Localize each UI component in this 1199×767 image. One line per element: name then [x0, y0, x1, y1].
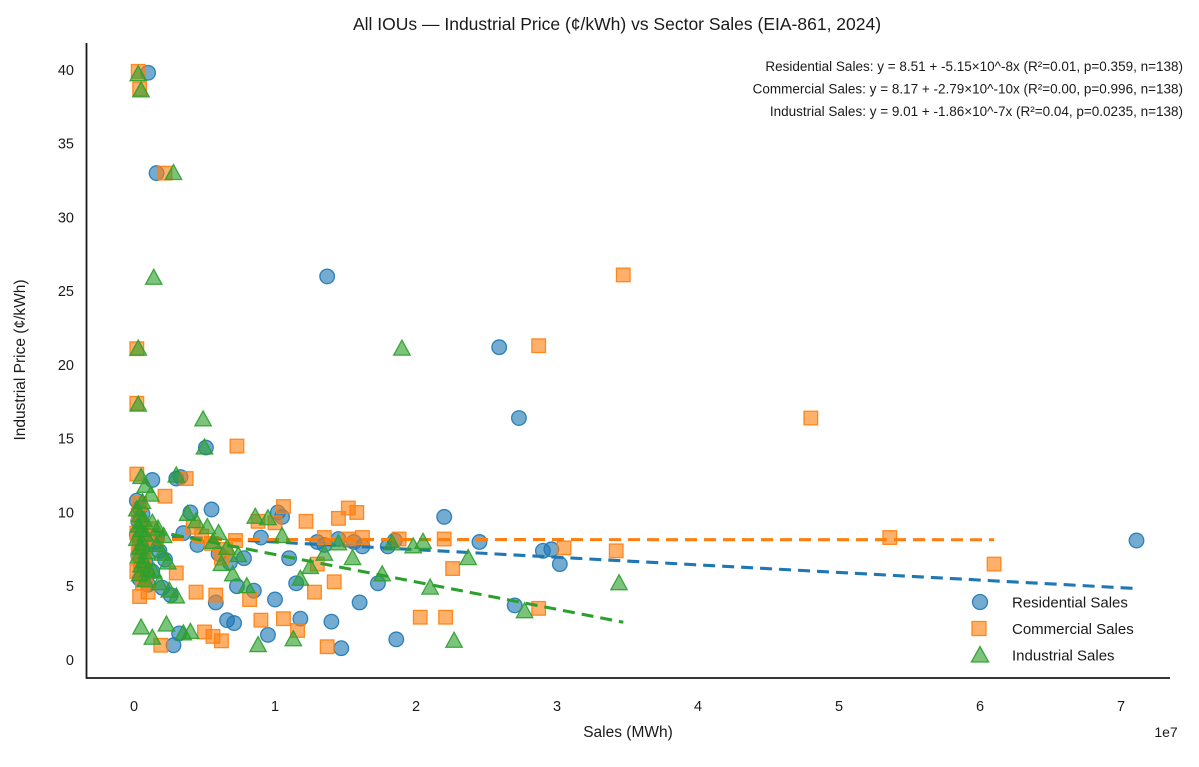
point-commercial-sales [318, 531, 332, 545]
annotation-industrial-fit: Industrial Sales: y = 9.01 + -1.86×10^-7… [770, 104, 1183, 119]
point-commercial-sales [158, 489, 172, 503]
y-tick-label: 0 [66, 653, 74, 669]
legend-label-residential: Residential Sales [1012, 595, 1128, 612]
point-commercial-sales [209, 588, 223, 602]
annotation-residential-fit: Residential Sales: y = 8.51 + -5.15×10^-… [765, 59, 1183, 74]
point-commercial-sales [308, 585, 322, 599]
point-commercial-sales [883, 531, 897, 545]
point-commercial-sales [243, 593, 257, 607]
x-tick-label: 7 [1117, 699, 1125, 715]
plot-area: 0 1 2 3 4 5 6 7 0 5 10 15 20 25 30 35 40 [58, 43, 1170, 715]
point-residential-sales [512, 411, 527, 426]
point-commercial-sales [446, 562, 460, 576]
point-residential-sales [261, 628, 276, 643]
point-industrial-sales [195, 411, 211, 426]
y-tick-label: 40 [58, 63, 74, 79]
point-commercial-sales [532, 339, 546, 353]
x-axis-label: Sales (MWh) [583, 724, 673, 741]
point-residential-sales [544, 542, 559, 557]
y-tick-label: 20 [58, 358, 74, 374]
point-commercial-sales [804, 411, 818, 425]
point-commercial-sales [332, 512, 346, 526]
legend-marker-commercial-square [972, 622, 986, 636]
y-tick-label: 10 [58, 505, 74, 521]
point-commercial-sales [616, 268, 630, 282]
y-tick-label: 35 [58, 137, 74, 153]
y-tick-label: 25 [58, 284, 74, 300]
legend-marker-industrial-triangle [971, 647, 988, 663]
x-tick-label: 5 [835, 699, 843, 715]
point-commercial-sales [987, 557, 1001, 571]
point-commercial-sales [413, 610, 427, 624]
point-commercial-sales [439, 610, 453, 624]
point-commercial-sales [609, 544, 623, 558]
point-residential-sales [204, 502, 219, 517]
point-commercial-sales [277, 612, 291, 626]
point-residential-sales [334, 641, 349, 656]
y-tick-label: 30 [58, 210, 74, 226]
legend-label-industrial: Industrial Sales [1012, 648, 1115, 665]
point-industrial-sales [133, 619, 149, 634]
point-residential-sales [352, 595, 367, 610]
point-commercial-sales [277, 500, 291, 514]
point-residential-sales [324, 614, 339, 629]
point-commercial-sales [356, 531, 370, 545]
point-residential-sales [437, 510, 452, 525]
point-industrial-sales [146, 269, 162, 284]
point-residential-sales [1129, 533, 1144, 548]
point-commercial-sales [350, 506, 364, 520]
point-industrial-sales [158, 616, 174, 631]
point-residential-sales [492, 340, 507, 355]
point-industrial-sales [446, 632, 462, 647]
y-tick-label: 5 [66, 579, 74, 595]
point-industrial-sales [394, 340, 410, 355]
x-tick-label: 2 [412, 699, 420, 715]
x-tick-label: 3 [553, 699, 561, 715]
point-commercial-sales [320, 640, 334, 654]
point-residential-sales [268, 592, 283, 607]
x-axis-offset-label: 1e7 [1154, 724, 1178, 740]
point-residential-sales [472, 535, 487, 550]
point-commercial-sales [299, 515, 313, 529]
point-industrial-sales [611, 575, 627, 590]
point-commercial-sales [189, 585, 203, 599]
point-residential-sales [320, 269, 335, 284]
x-tick-label: 1 [271, 699, 279, 715]
legend-label-commercial: Commercial Sales [1012, 621, 1134, 638]
point-commercial-sales [133, 590, 147, 604]
point-commercial-sales [215, 634, 229, 648]
point-commercial-sales [254, 613, 268, 627]
y-tick-label: 15 [58, 432, 74, 448]
point-industrial-sales [374, 566, 390, 581]
x-tick-label: 0 [130, 699, 138, 715]
annotation-commercial-fit: Commercial Sales: y = 8.17 + -2.79×10^-1… [753, 82, 1183, 97]
point-residential-sales [553, 557, 568, 572]
x-tick-label: 4 [694, 699, 702, 715]
y-axis-label: Industrial Price (¢/kWh) [12, 279, 29, 440]
chart-title: All IOUs — Industrial Price (¢/kWh) vs S… [353, 14, 881, 34]
legend: Residential Sales Commercial Sales Indus… [971, 595, 1133, 665]
point-residential-sales [254, 530, 269, 545]
point-commercial-sales [230, 439, 244, 453]
point-residential-sales [220, 613, 235, 628]
point-commercial-sales [327, 575, 341, 589]
point-residential-sales [389, 632, 404, 647]
point-commercial-sales [557, 541, 571, 555]
x-tick-label: 6 [976, 699, 984, 715]
